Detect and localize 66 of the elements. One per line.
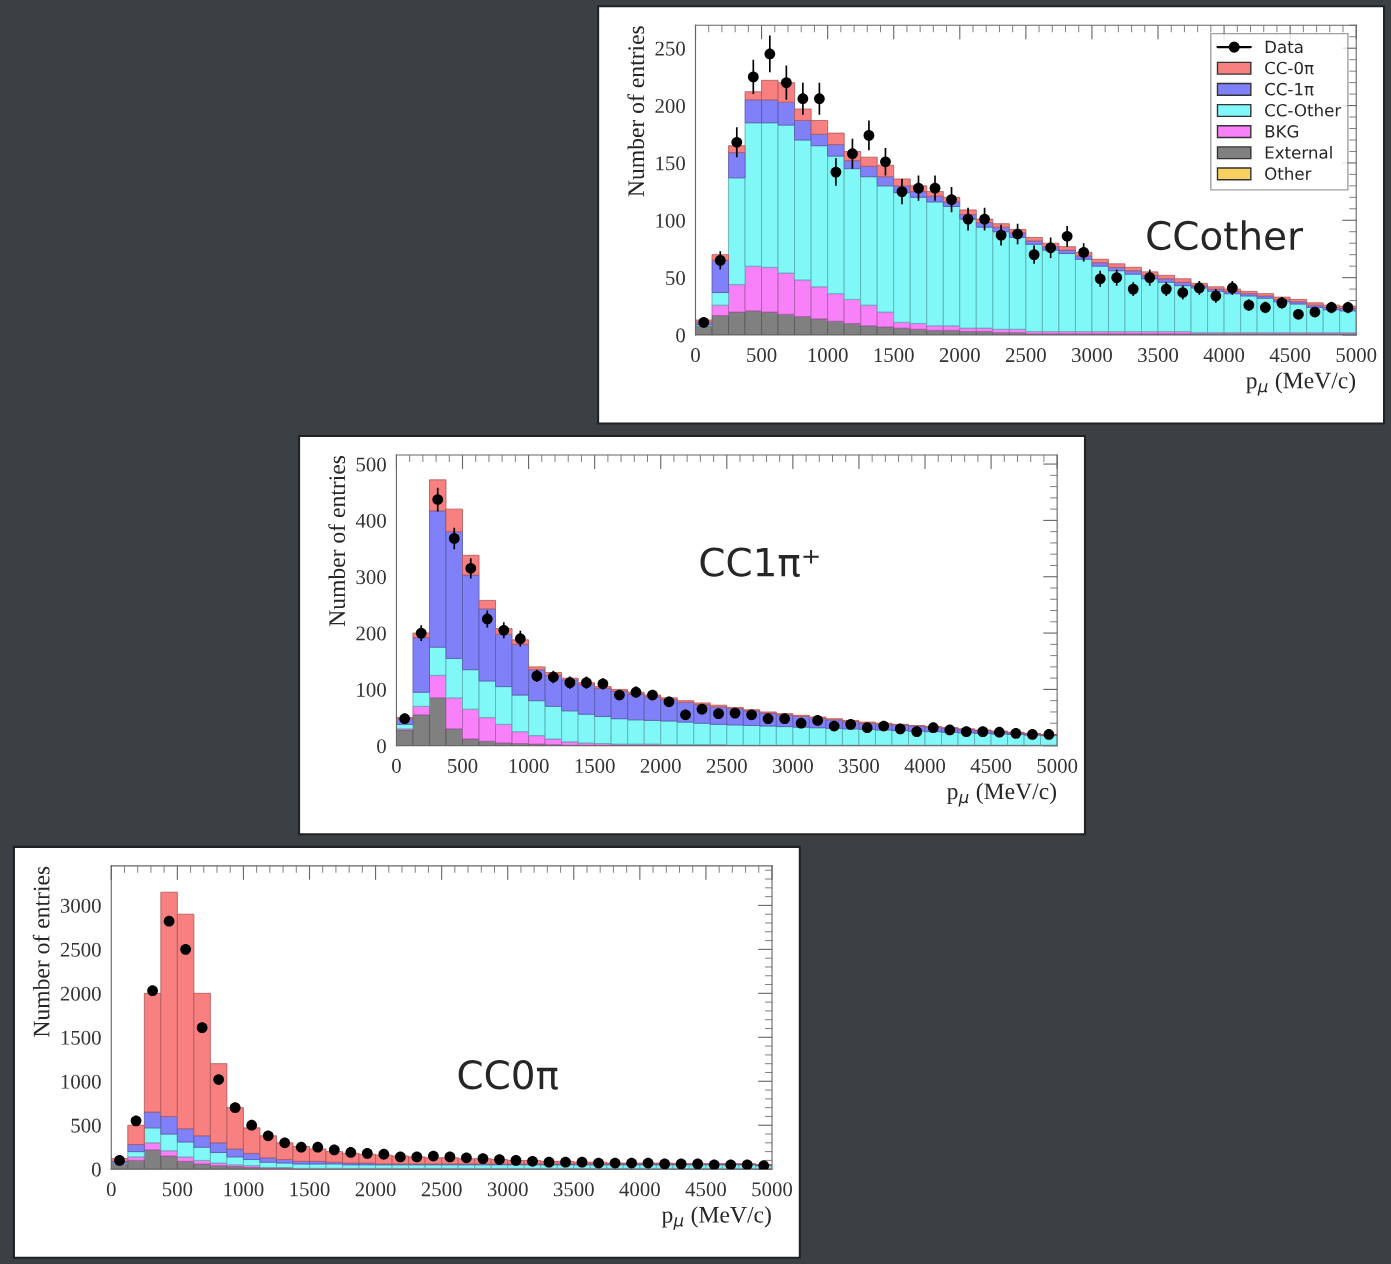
- x-tick-label: 4000: [904, 758, 946, 773]
- y-tick-label: 1500: [61, 1030, 101, 1045]
- x-tick-label: 1500: [874, 348, 914, 363]
- x-tick-label: 3000: [773, 758, 813, 773]
- annotation: CC1π⁺: [700, 547, 819, 577]
- y-tick-label: 300: [356, 570, 386, 585]
- y-tick-label: 1000: [61, 1074, 101, 1089]
- x-tick-label: 0: [691, 348, 700, 363]
- x-tick-label: 500: [747, 348, 777, 363]
- x-tick-label: 4000: [619, 1182, 660, 1197]
- x-tick-label: 4000: [1203, 348, 1245, 363]
- x-tick-label: 3000: [1072, 348, 1112, 363]
- legend-label: BKG: [1265, 125, 1299, 138]
- x-tick-label: 500: [162, 1182, 193, 1197]
- y-tick-label: 2500: [60, 942, 101, 957]
- x-tick-label: 2000: [939, 348, 980, 363]
- legend-label: CC-1π: [1265, 82, 1314, 96]
- annotation: CCother: [1147, 220, 1304, 251]
- x-axis-title: p$_{μ}$ (MeV/c): [1246, 371, 1356, 396]
- y-tick-label: 200: [356, 626, 386, 641]
- y-axis-title: Number of entries: [32, 866, 50, 1037]
- x-tick-label: 4500: [1269, 348, 1311, 363]
- legend-label: External: [1265, 145, 1332, 159]
- y-axis-title: Number of entries: [627, 26, 645, 197]
- x-tick-label: 3000: [487, 1182, 528, 1197]
- y-tick-label: 400: [355, 513, 386, 528]
- x-tick-label: 4500: [970, 758, 1012, 773]
- x-tick-label: 1000: [224, 1182, 264, 1197]
- legend-label: Data: [1265, 40, 1303, 54]
- x-tick-label: 5000: [1037, 758, 1078, 773]
- y-tick-label: 2000: [60, 986, 101, 1001]
- annotation: CC0π: [458, 1060, 558, 1090]
- y-tick-label: 200: [655, 98, 685, 113]
- y-tick-label: 50: [666, 270, 685, 286]
- x-tick-label: 2500: [1005, 348, 1046, 363]
- x-tick-label: 1500: [290, 1182, 330, 1197]
- x-tick-label: 2500: [421, 1182, 462, 1197]
- legend-label: Other: [1265, 167, 1312, 180]
- x-tick-label: 0: [106, 1182, 116, 1197]
- y-tick-label: 0: [377, 739, 386, 754]
- y-tick-label: 250: [655, 41, 685, 56]
- legend-label: CC-0π: [1265, 61, 1314, 75]
- x-tick-label: 5000: [1336, 348, 1377, 363]
- x-tick-label: 1500: [575, 758, 615, 773]
- x-tick-label: 500: [448, 758, 478, 773]
- y-tick-label: 3000: [60, 898, 101, 913]
- x-tick-label: 1000: [509, 758, 549, 773]
- y-tick-label: 100: [656, 213, 685, 228]
- x-tick-label: 2500: [706, 758, 747, 773]
- y-tick-label: 150: [656, 156, 685, 171]
- x-tick-label: 3500: [553, 1182, 594, 1197]
- y-tick-label: 100: [357, 682, 386, 697]
- x-tick-label: 1000: [808, 348, 848, 363]
- x-tick-label: 3500: [1138, 348, 1179, 363]
- y-tick-label: 0: [91, 1162, 101, 1177]
- x-tick-label: 0: [392, 758, 401, 773]
- y-tick-label: 500: [71, 1118, 101, 1133]
- y-axis-title: Number of entries: [328, 455, 346, 627]
- y-tick-label: 500: [356, 457, 386, 472]
- x-axis-title: p$_{μ}$ (MeV/c): [947, 782, 1057, 807]
- x-tick-label: 3500: [839, 758, 879, 773]
- y-tick-label: 0: [676, 328, 685, 343]
- legend-label: CC-Other: [1265, 103, 1342, 117]
- x-axis-title: p$_{μ}$ (MeV/c): [661, 1206, 771, 1230]
- x-tick-label: 4500: [685, 1182, 726, 1197]
- x-tick-label: 5000: [752, 1182, 793, 1197]
